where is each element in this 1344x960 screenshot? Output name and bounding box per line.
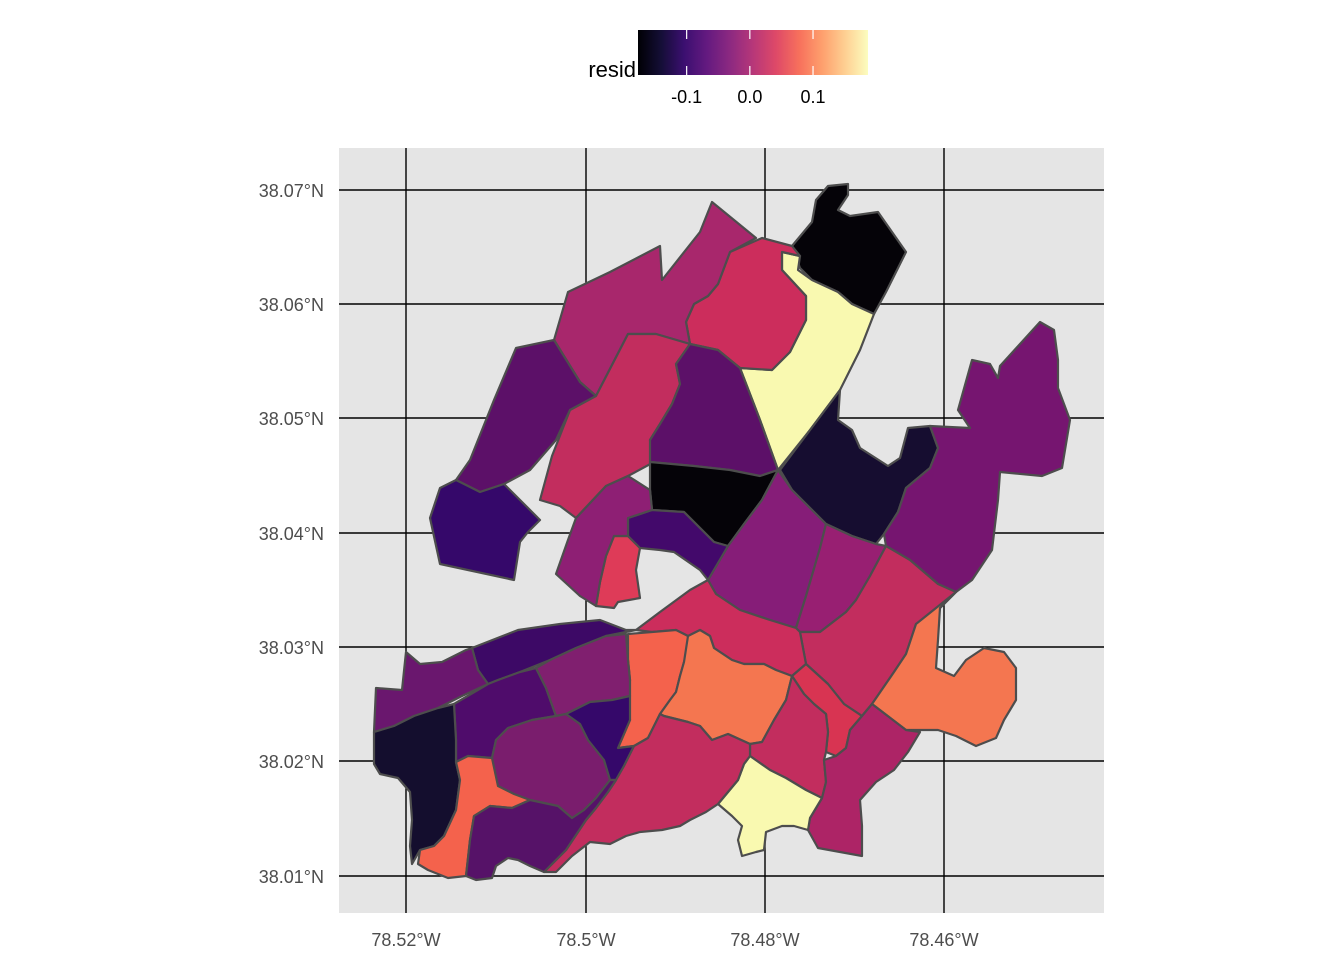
y-label-38.05: 38.05°N xyxy=(259,409,324,429)
legend-colorbar xyxy=(638,30,868,75)
y-label-38.06: 38.06°N xyxy=(259,295,324,315)
tract-north-tip[interactable] xyxy=(790,182,908,316)
y-label-38.02: 38.02°N xyxy=(259,752,324,772)
legend-title: resid xyxy=(588,57,636,82)
y-label-38.04: 38.04°N xyxy=(259,524,324,544)
tract-south-magenta-right[interactable] xyxy=(806,702,922,858)
x-label-78.48: 78.48°W xyxy=(730,930,799,950)
legend-tick-label: 0.1 xyxy=(801,87,826,107)
tracts xyxy=(372,182,1072,882)
x-label-78.52: 78.52°W xyxy=(371,930,440,950)
legend-ticks: -0.1 0.0 0.1 xyxy=(671,30,826,107)
tract-southeast-orange[interactable] xyxy=(870,590,1018,748)
x-label-78.5: 78.5°W xyxy=(556,930,615,950)
tract-west-indigo[interactable] xyxy=(428,478,542,582)
tract-west-purple-lower[interactable] xyxy=(372,646,490,734)
tract-sw-purple-bottom[interactable] xyxy=(464,778,618,882)
tract-west-purple-upper[interactable] xyxy=(454,338,598,494)
x-axis-labels: 78.52°W 78.5°W 78.48°W 78.46°W xyxy=(371,930,978,950)
legend-tick-label: -0.1 xyxy=(671,87,702,107)
y-axis-labels: 38.07°N 38.06°N 38.05°N 38.04°N 38.03°N … xyxy=(259,181,324,887)
tract-mid-magenta[interactable] xyxy=(554,474,654,608)
legend: resid -0.1 0.0 0.1 xyxy=(588,30,868,107)
y-label-38.03: 38.03°N xyxy=(259,638,324,658)
y-label-38.01: 38.01°N xyxy=(259,867,324,887)
legend-tick-label: 0.0 xyxy=(737,87,762,107)
tract-south-yellow[interactable] xyxy=(716,754,824,858)
y-label-38.07: 38.07°N xyxy=(259,181,324,201)
x-label-78.46: 78.46°W xyxy=(909,930,978,950)
